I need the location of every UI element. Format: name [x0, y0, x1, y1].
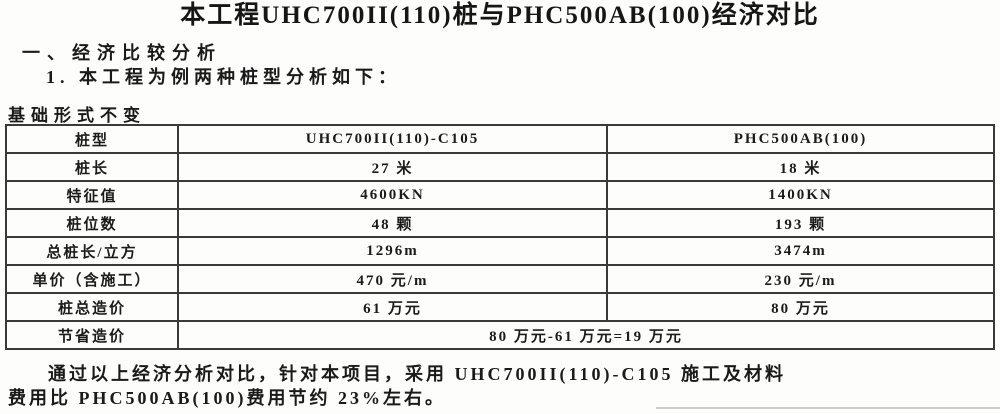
row-label: 总桩长/立方 [5, 236, 179, 266]
cell-phc: 230 元/m [606, 264, 995, 294]
row-label: 单价（含施工） [5, 264, 179, 294]
section-heading: 一、经济比较分析 [22, 43, 222, 63]
table-row: 桩位数 48 颗 193 颗 [5, 208, 995, 238]
cell-uhc: 27 米 [177, 152, 608, 182]
cell-phc: 80 万元 [606, 292, 995, 322]
cell-uhc: UHC700II(110)-C105 [177, 124, 608, 154]
closing-paragraph: 通过以上经济分析对比，针对本项目，采用 UHC700II(110)-C105 施… [8, 362, 992, 410]
page-edge-divider [656, 407, 1000, 409]
cell-phc: 3474m [606, 236, 995, 266]
row-label: 桩型 [5, 124, 179, 154]
cell-phc: 18 米 [606, 152, 995, 182]
table-caption: 基础形式不变 [8, 106, 146, 125]
table-row: 特征值 4600KN 1400KN [5, 180, 995, 210]
table-row: 桩长 27 米 18 米 [5, 152, 995, 182]
table-row: 桩总造价 61 万元 80 万元 [5, 292, 995, 322]
closing-paragraph-line2: 费用比 PHC500AB(100)费用节约 23%左右。 [8, 388, 446, 408]
cell-phc: PHC500AB(100) [606, 124, 995, 154]
comparison-table: 桩型 UHC700II(110)-C105 PHC500AB(100) 桩长 2… [5, 124, 995, 350]
cell-uhc: 48 颗 [177, 208, 608, 238]
cell-uhc: 1296m [177, 236, 608, 266]
row-label: 节省造价 [5, 320, 179, 350]
document-title: 本工程UHC700II(110)桩与PHC500AB(100)经济对比 [180, 2, 820, 29]
table-row: 总桩长/立方 1296m 3474m [5, 236, 995, 266]
row-label: 桩长 [5, 152, 179, 182]
table-row-saving: 节省造价 80 万元-61 万元=19 万元 [5, 320, 995, 350]
row-label: 桩总造价 [5, 292, 179, 322]
cell-uhc: 61 万元 [177, 292, 608, 322]
saving-value: 80 万元-61 万元=19 万元 [177, 320, 995, 350]
cell-uhc: 4600KN [177, 180, 608, 210]
table-row: 单价（含施工） 470 元/m 230 元/m [5, 264, 995, 294]
row-label: 特征值 [5, 180, 179, 210]
subsection-heading: 1. 本工程为例两种桩型分析如下： [46, 67, 401, 87]
row-label: 桩位数 [5, 208, 179, 238]
cell-phc: 193 颗 [606, 208, 995, 238]
table-row: 桩型 UHC700II(110)-C105 PHC500AB(100) [5, 124, 995, 154]
closing-paragraph-line1: 通过以上经济分析对比，针对本项目，采用 UHC700II(110)-C105 施… [48, 364, 786, 384]
cell-phc: 1400KN [606, 180, 995, 210]
cell-uhc: 470 元/m [177, 264, 608, 294]
